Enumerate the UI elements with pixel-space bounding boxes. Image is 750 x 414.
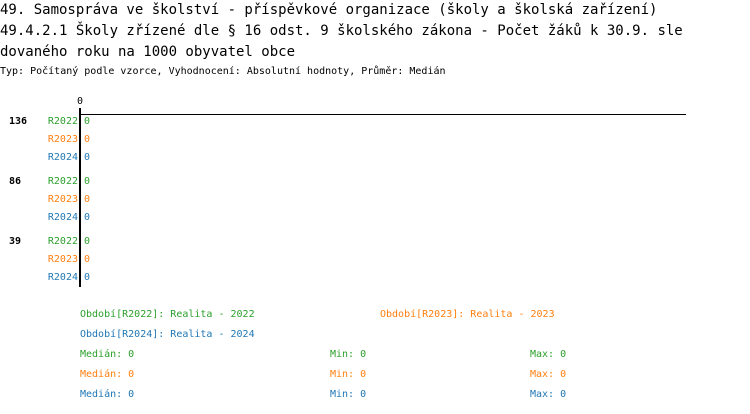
data-label: 0 xyxy=(84,134,91,145)
data-label: 0 xyxy=(84,212,91,223)
data-label: 0 xyxy=(84,176,91,187)
series-label: R2022 xyxy=(47,116,78,127)
stat-min: Min: 0 xyxy=(330,349,367,360)
category-label: 86 xyxy=(9,176,22,187)
category-label: 136 xyxy=(9,116,28,127)
stat-min: Min: 0 xyxy=(330,369,367,380)
legend-entry: Období[R2023]: Realita - 2023 xyxy=(380,309,555,320)
data-label: 0 xyxy=(84,116,91,127)
title-line-3: dovaného roku na 1000 obyvatel obce xyxy=(0,44,296,60)
data-label: 0 xyxy=(84,236,91,247)
series-label: R2022 xyxy=(47,236,78,247)
series-label: R2023 xyxy=(47,134,78,145)
legend-entry: Období[R2024]: Realita - 2024 xyxy=(80,329,255,340)
subtitle: Typ: Počítaný podle vzorce, Vyhodnocení:… xyxy=(0,66,446,77)
title-line-2: 49.4.2.1 Školy zřízené dle § 16 odst. 9 … xyxy=(0,23,683,39)
data-label: 0 xyxy=(84,254,91,265)
series-label: R2024 xyxy=(47,152,78,163)
title-line-1: 49. Samospráva ve školství - příspěvkové… xyxy=(0,2,658,18)
series-label: R2022 xyxy=(47,176,78,187)
series-label: R2023 xyxy=(47,194,78,205)
series-label: R2023 xyxy=(47,254,78,265)
x-axis xyxy=(79,114,686,115)
stat-max: Max: 0 xyxy=(530,349,567,360)
y-axis xyxy=(79,108,81,287)
legend-entry: Období[R2022]: Realita - 2022 xyxy=(80,309,255,320)
series-label: R2024 xyxy=(47,212,78,223)
x-tick-label: 0 xyxy=(77,96,84,107)
series-label: R2024 xyxy=(47,272,78,283)
stat-median: Medián: 0 xyxy=(80,349,135,360)
stat-max: Max: 0 xyxy=(530,369,567,380)
data-label: 0 xyxy=(84,272,91,283)
category-label: 39 xyxy=(9,236,22,247)
data-label: 0 xyxy=(84,194,91,205)
stat-min: Min: 0 xyxy=(330,389,367,400)
data-label: 0 xyxy=(84,152,91,163)
stat-max: Max: 0 xyxy=(530,389,567,400)
stat-median: Medián: 0 xyxy=(80,389,135,400)
stat-median: Medián: 0 xyxy=(80,369,135,380)
